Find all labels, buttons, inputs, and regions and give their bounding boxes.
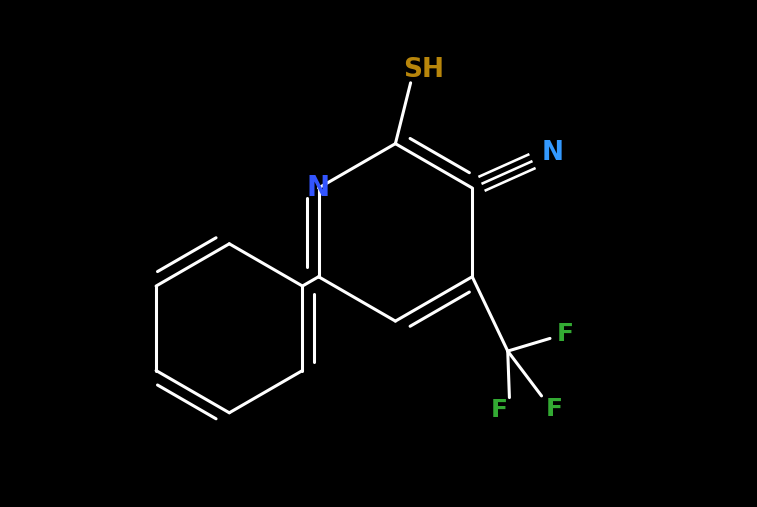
Text: F: F: [491, 398, 508, 422]
Text: N: N: [541, 139, 563, 165]
Text: F: F: [546, 396, 562, 421]
Text: F: F: [556, 322, 574, 346]
Text: SH: SH: [403, 57, 444, 83]
Text: N: N: [307, 174, 330, 202]
